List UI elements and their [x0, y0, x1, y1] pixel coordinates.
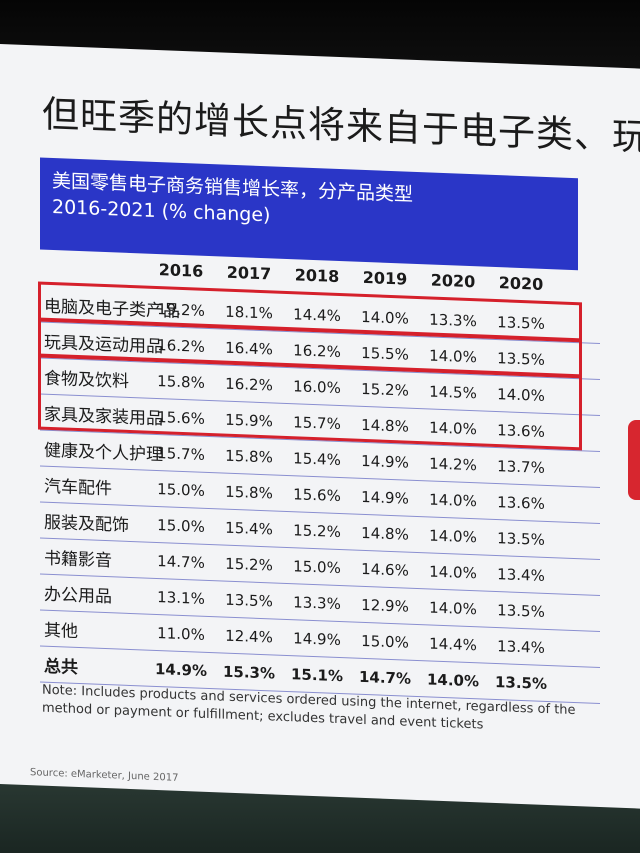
table-cell: 15.2%: [293, 521, 341, 542]
year-header: 2016: [158, 260, 204, 281]
table-banner: 美国零售电子商务销售增长率，分产品类型 2016-2021 (% change): [40, 157, 578, 271]
table-cell: 15.0%: [293, 557, 341, 578]
table-cell: 13.7%: [497, 457, 545, 477]
table-cell: 14.0%: [426, 670, 480, 691]
table-cell: 14.9%: [361, 487, 409, 508]
table-cell: 14.9%: [293, 629, 341, 650]
table-cell: 14.0%: [429, 562, 477, 583]
table-cell: 15.3%: [222, 662, 276, 683]
table-cell: 14.7%: [157, 552, 205, 572]
table-cell: 13.1%: [157, 588, 205, 608]
table-cell: 14.0%: [429, 598, 477, 619]
source-citation: Source: eMarketer, June 2017: [30, 767, 179, 784]
table-cell: 14.0%: [429, 490, 477, 511]
row-label: 其他: [44, 620, 78, 642]
table-cell: 13.6%: [497, 493, 545, 513]
table-cell: 15.1%: [290, 665, 344, 686]
table-cell: 14.4%: [429, 634, 477, 655]
presentation-slide: 但旺季的增长点将来自于电子类、玩 美国零售电子商务销售增长率，分产品类型 201…: [0, 44, 640, 809]
row-label: 总共: [44, 656, 78, 678]
year-header: 2020: [498, 273, 544, 294]
table-cell: 13.5%: [494, 673, 548, 694]
table-cell: 15.6%: [293, 485, 341, 506]
banner-subtitle: 2016-2021 (% change): [52, 195, 271, 227]
table-cell: 14.9%: [361, 451, 409, 472]
red-edge-tab: [628, 420, 640, 500]
table-cell: 14.0%: [429, 526, 477, 547]
table-cell: 14.8%: [361, 523, 409, 544]
row-label: 办公用品: [44, 584, 112, 608]
table-cell: 15.7%: [157, 444, 205, 464]
table-cell: 15.0%: [157, 516, 205, 536]
table-cell: 14.9%: [154, 659, 208, 680]
year-header: 2019: [362, 267, 408, 289]
slide-title: 但旺季的增长点将来自于电子类、玩: [42, 92, 640, 159]
year-header: 2018: [294, 265, 340, 287]
table-cell: 13.5%: [497, 601, 545, 621]
table-cell: 11.0%: [157, 624, 205, 644]
table-cell: 14.7%: [358, 667, 412, 688]
table-cell: 12.4%: [225, 626, 273, 647]
row-label: 健康及个人护理: [44, 440, 163, 466]
table-cell: 13.4%: [497, 565, 545, 585]
table-cell: 15.0%: [361, 631, 409, 652]
table-cell: 15.0%: [157, 480, 205, 500]
year-header: 2020: [430, 270, 476, 292]
row-label: 书籍影音: [44, 548, 112, 572]
table-cell: 13.3%: [293, 593, 341, 614]
table-cell: 12.9%: [361, 595, 409, 616]
table-cell: 14.2%: [429, 454, 477, 475]
table-cell: 15.2%: [225, 554, 273, 575]
year-header: 2017: [226, 262, 272, 284]
table-cell: 15.8%: [225, 482, 273, 503]
table-cell: 13.5%: [225, 590, 273, 611]
row-label: 汽车配件: [44, 476, 112, 500]
table-cell: 15.4%: [293, 449, 341, 470]
row-label: 服装及配饰: [44, 512, 129, 536]
table-cell: 15.4%: [225, 518, 273, 539]
table-cell: 15.8%: [225, 446, 273, 467]
table-cell: 13.4%: [497, 637, 545, 657]
table-cell: 14.6%: [361, 559, 409, 580]
table-cell: 13.5%: [497, 529, 545, 549]
